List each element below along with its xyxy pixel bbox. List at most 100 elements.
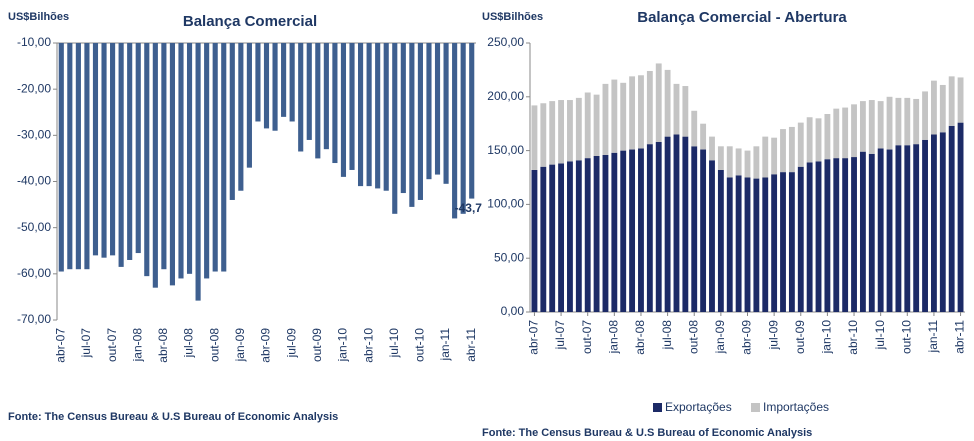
x-tick-label: jan-10: [820, 320, 834, 355]
bar-segment: [744, 177, 751, 312]
bar-segment: [771, 137, 778, 175]
bar: [417, 43, 423, 200]
x-tick-label: abr-09: [259, 328, 273, 363]
y-tick-label: 250,00: [487, 35, 524, 49]
bar: [315, 43, 321, 159]
x-tick-label: jul-08: [182, 328, 196, 359]
bar: [298, 43, 304, 152]
x-tick-label: jan-09: [713, 320, 727, 355]
bar-segment: [939, 132, 946, 312]
bar-segment: [629, 149, 636, 312]
bar-segment: [877, 101, 884, 149]
bar-segment: [753, 178, 760, 312]
y-tick-label: -60,00: [17, 266, 51, 280]
bar-segment: [859, 101, 866, 152]
bar: [272, 43, 278, 131]
x-tick-label: abr-07: [53, 328, 67, 363]
legend-label: Importações: [763, 400, 829, 414]
y-tick-label: -20,00: [17, 81, 51, 95]
bar-segment: [806, 117, 813, 163]
bar-segment: [584, 92, 591, 159]
bar-segment: [620, 150, 627, 312]
bar: [127, 43, 133, 260]
legend-label: Exportações: [665, 400, 732, 414]
x-tick-label: abr-07: [527, 320, 541, 355]
bar-segment: [904, 97, 911, 146]
bar-segment: [833, 158, 840, 312]
source-note: Fonte: The Census Bureau & U.S Bureau of…: [482, 427, 812, 439]
bar-segment: [593, 94, 600, 156]
bar-segment: [638, 75, 644, 149]
bar: [84, 43, 90, 270]
bar-segment: [771, 174, 778, 312]
bar-segment: [691, 146, 698, 312]
bar-segment: [930, 80, 937, 135]
bar-segment: [709, 136, 715, 161]
x-tick-label: abr-11: [953, 320, 967, 354]
bar-segment: [549, 164, 556, 312]
bar-segment: [913, 98, 920, 145]
bar-segment: [575, 97, 582, 161]
legend-swatch: [751, 403, 760, 412]
bar-segment: [904, 145, 911, 312]
bar-segment: [531, 105, 538, 170]
bar-segment: [549, 101, 556, 165]
x-tick-label: jan-09: [233, 328, 247, 363]
bar-segment: [567, 100, 573, 162]
bar-segment: [726, 177, 733, 312]
x-tick-label: jan-08: [607, 320, 621, 355]
x-tick-label: abr-10: [846, 320, 860, 355]
x-tick-label: out-07: [105, 328, 119, 362]
bar-segment: [655, 141, 662, 312]
bar: [144, 43, 150, 277]
x-tick-label: jul-10: [873, 320, 887, 351]
bar: [443, 43, 449, 184]
x-tick-label: jul-07: [553, 320, 567, 351]
x-tick-label: jul-07: [79, 328, 93, 359]
bar-segment: [815, 161, 822, 312]
x-tick-label: out-07: [580, 320, 594, 354]
y-tick-label: -70,00: [17, 312, 51, 326]
bar-segment: [673, 83, 680, 135]
bar-segment: [673, 134, 680, 312]
y-tick-label: 100,00: [487, 197, 524, 211]
y-tick-label: -30,00: [17, 128, 51, 142]
bar-segment: [646, 70, 653, 145]
bar: [375, 43, 381, 189]
bar-segment: [700, 149, 707, 312]
x-tick-label: abr-10: [361, 328, 375, 363]
bar: [221, 43, 227, 272]
bar-segment: [558, 100, 565, 164]
bar: [101, 43, 107, 258]
bar-segment: [664, 136, 671, 312]
bar: [152, 43, 158, 288]
bar-segment: [682, 86, 689, 137]
bar-segment: [762, 177, 769, 312]
bar: [281, 43, 287, 117]
bar: [135, 43, 141, 254]
bar-segment: [851, 157, 857, 312]
x-tick-label: jul-09: [766, 320, 780, 351]
bar-segment: [824, 114, 831, 160]
y-tick-label: -50,00: [17, 220, 51, 234]
bar-segment: [735, 175, 742, 312]
bar-segment: [922, 91, 928, 140]
bar-segment: [788, 172, 795, 312]
bar-segment: [868, 153, 875, 312]
bar-segment: [726, 146, 733, 178]
y-tick-label: -10,00: [17, 35, 51, 49]
bar-segment: [895, 97, 902, 146]
bar-segment: [957, 122, 964, 313]
x-tick-label: out-09: [310, 328, 324, 362]
bar: [452, 43, 458, 219]
bar-segment: [584, 158, 591, 312]
bar: [238, 43, 244, 191]
bar: [434, 43, 441, 175]
bar: [460, 43, 466, 214]
bar: [169, 43, 176, 286]
bar-segment: [877, 148, 884, 312]
bar: [178, 43, 184, 279]
x-tick-label: jul-08: [660, 320, 674, 351]
bar-segment: [691, 110, 698, 147]
x-tick-label: abr-09: [740, 320, 754, 355]
